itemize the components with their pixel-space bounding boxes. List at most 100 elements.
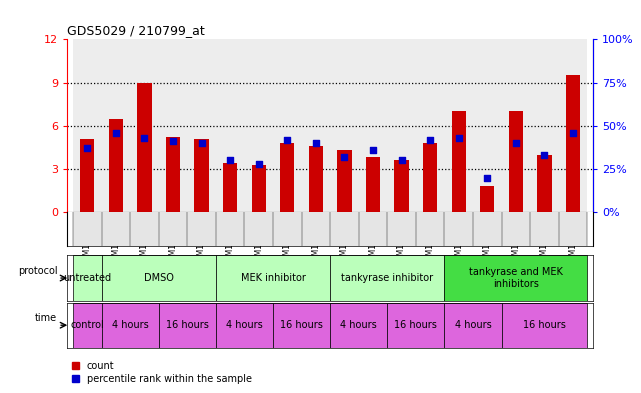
Text: 4 hours: 4 hours bbox=[112, 320, 149, 330]
Point bbox=[425, 136, 435, 143]
Bar bbox=[387, 212, 416, 246]
Bar bbox=[137, 83, 151, 212]
Bar bbox=[216, 303, 273, 348]
Point bbox=[139, 135, 149, 141]
Text: control: control bbox=[71, 320, 104, 330]
Bar bbox=[501, 212, 530, 246]
Bar bbox=[244, 212, 273, 246]
Point bbox=[339, 154, 349, 160]
Bar bbox=[301, 39, 330, 212]
Bar bbox=[537, 154, 551, 212]
Point bbox=[539, 152, 549, 158]
Bar bbox=[416, 39, 444, 212]
Bar bbox=[101, 39, 130, 212]
Bar bbox=[273, 303, 330, 348]
Bar bbox=[251, 165, 266, 212]
Bar bbox=[73, 39, 101, 212]
Bar bbox=[280, 143, 294, 212]
Text: 16 hours: 16 hours bbox=[280, 320, 323, 330]
Bar bbox=[559, 39, 587, 212]
Bar bbox=[101, 255, 216, 301]
Bar bbox=[216, 39, 244, 212]
Bar bbox=[187, 212, 216, 246]
Bar bbox=[423, 143, 437, 212]
Bar bbox=[80, 139, 94, 212]
Bar bbox=[366, 158, 380, 212]
Bar bbox=[337, 150, 351, 212]
Bar bbox=[194, 139, 209, 212]
Point bbox=[225, 157, 235, 163]
Bar bbox=[444, 212, 473, 246]
Bar bbox=[109, 119, 123, 212]
Bar bbox=[216, 255, 330, 301]
Bar bbox=[159, 303, 216, 348]
Bar bbox=[566, 75, 580, 212]
Bar bbox=[501, 39, 530, 212]
Bar bbox=[359, 212, 387, 246]
Bar bbox=[130, 39, 159, 212]
Text: 16 hours: 16 hours bbox=[166, 320, 209, 330]
Bar bbox=[509, 111, 523, 212]
Bar bbox=[444, 255, 587, 301]
Bar bbox=[159, 212, 187, 246]
Text: untreated: untreated bbox=[63, 273, 112, 283]
Text: tankyrase inhibitor: tankyrase inhibitor bbox=[341, 273, 433, 283]
Bar bbox=[416, 212, 444, 246]
Bar bbox=[159, 39, 187, 212]
Text: 4 hours: 4 hours bbox=[226, 320, 263, 330]
Bar bbox=[330, 212, 359, 246]
Bar bbox=[444, 39, 473, 212]
Bar bbox=[130, 212, 159, 246]
Bar bbox=[166, 137, 180, 212]
Point bbox=[254, 161, 264, 167]
Bar bbox=[359, 39, 387, 212]
Text: DMSO: DMSO bbox=[144, 273, 174, 283]
Text: tankyrase and MEK
inhibitors: tankyrase and MEK inhibitors bbox=[469, 267, 563, 289]
Bar bbox=[530, 39, 559, 212]
Point bbox=[396, 157, 406, 163]
Point bbox=[311, 140, 321, 146]
Bar bbox=[330, 303, 387, 348]
Bar bbox=[273, 212, 301, 246]
Bar bbox=[394, 160, 409, 212]
Text: 16 hours: 16 hours bbox=[523, 320, 566, 330]
Point bbox=[111, 130, 121, 136]
Point bbox=[82, 145, 92, 151]
Point bbox=[282, 136, 292, 143]
Bar bbox=[387, 303, 444, 348]
Point bbox=[482, 174, 492, 181]
Bar bbox=[480, 186, 494, 212]
Bar bbox=[309, 146, 323, 212]
Text: protocol: protocol bbox=[18, 266, 57, 276]
Text: 4 hours: 4 hours bbox=[454, 320, 491, 330]
Bar bbox=[387, 39, 416, 212]
Bar bbox=[73, 212, 101, 246]
Text: 16 hours: 16 hours bbox=[394, 320, 437, 330]
Bar bbox=[559, 212, 587, 246]
Bar bbox=[244, 39, 273, 212]
Bar bbox=[451, 111, 466, 212]
Bar bbox=[73, 255, 101, 301]
Point bbox=[168, 138, 178, 145]
Bar bbox=[187, 39, 216, 212]
Text: GDS5029 / 210799_at: GDS5029 / 210799_at bbox=[67, 24, 205, 37]
Bar bbox=[216, 212, 244, 246]
Point bbox=[568, 130, 578, 136]
Bar bbox=[73, 303, 101, 348]
Text: MEK inhibitor: MEK inhibitor bbox=[240, 273, 305, 283]
Text: 4 hours: 4 hours bbox=[340, 320, 377, 330]
Bar bbox=[223, 163, 237, 212]
Bar bbox=[473, 39, 501, 212]
Text: time: time bbox=[35, 314, 57, 323]
Bar bbox=[330, 39, 359, 212]
Bar bbox=[444, 303, 501, 348]
Bar bbox=[101, 303, 159, 348]
Bar bbox=[101, 212, 130, 246]
Point bbox=[196, 140, 206, 146]
Bar bbox=[301, 212, 330, 246]
Point bbox=[511, 140, 521, 146]
Bar bbox=[330, 255, 444, 301]
Legend: count, percentile rank within the sample: count, percentile rank within the sample bbox=[72, 361, 252, 384]
Bar bbox=[273, 39, 301, 212]
Bar bbox=[473, 212, 501, 246]
